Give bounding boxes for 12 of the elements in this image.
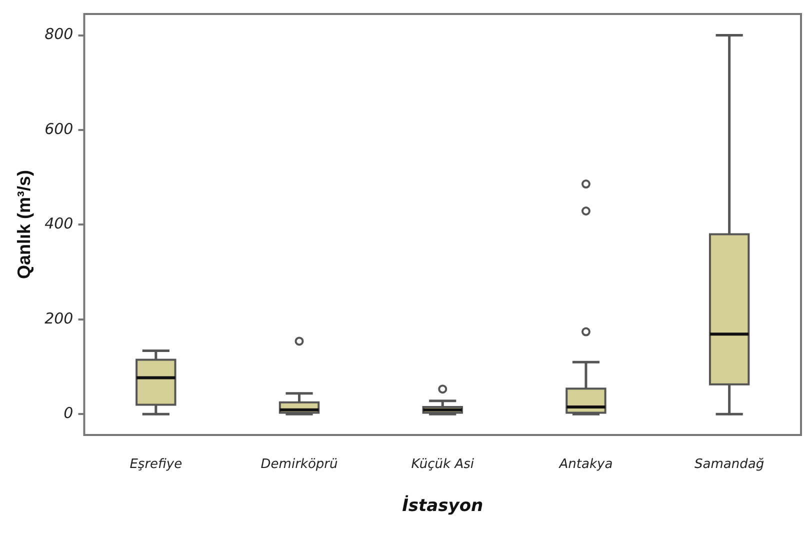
- y-tick-label: 800: [44, 25, 74, 44]
- y-tick-label: 200: [44, 309, 74, 328]
- x-tick-label: Samandağ: [694, 457, 764, 472]
- x-tick-label: Antakya: [558, 457, 613, 472]
- y-tick-label: 600: [44, 120, 74, 138]
- y-tick-label: 400: [44, 214, 74, 233]
- x-axis-title: İstasyon: [402, 495, 484, 516]
- y-tick-label: 0: [64, 404, 74, 422]
- x-tick-label: Demirköprü: [260, 457, 338, 472]
- x-tick-label: Küçük Asi: [411, 457, 474, 472]
- y-axis-title: Qanlık (m³/s): [14, 170, 34, 280]
- x-tick-label: Eşrefiye: [130, 457, 182, 472]
